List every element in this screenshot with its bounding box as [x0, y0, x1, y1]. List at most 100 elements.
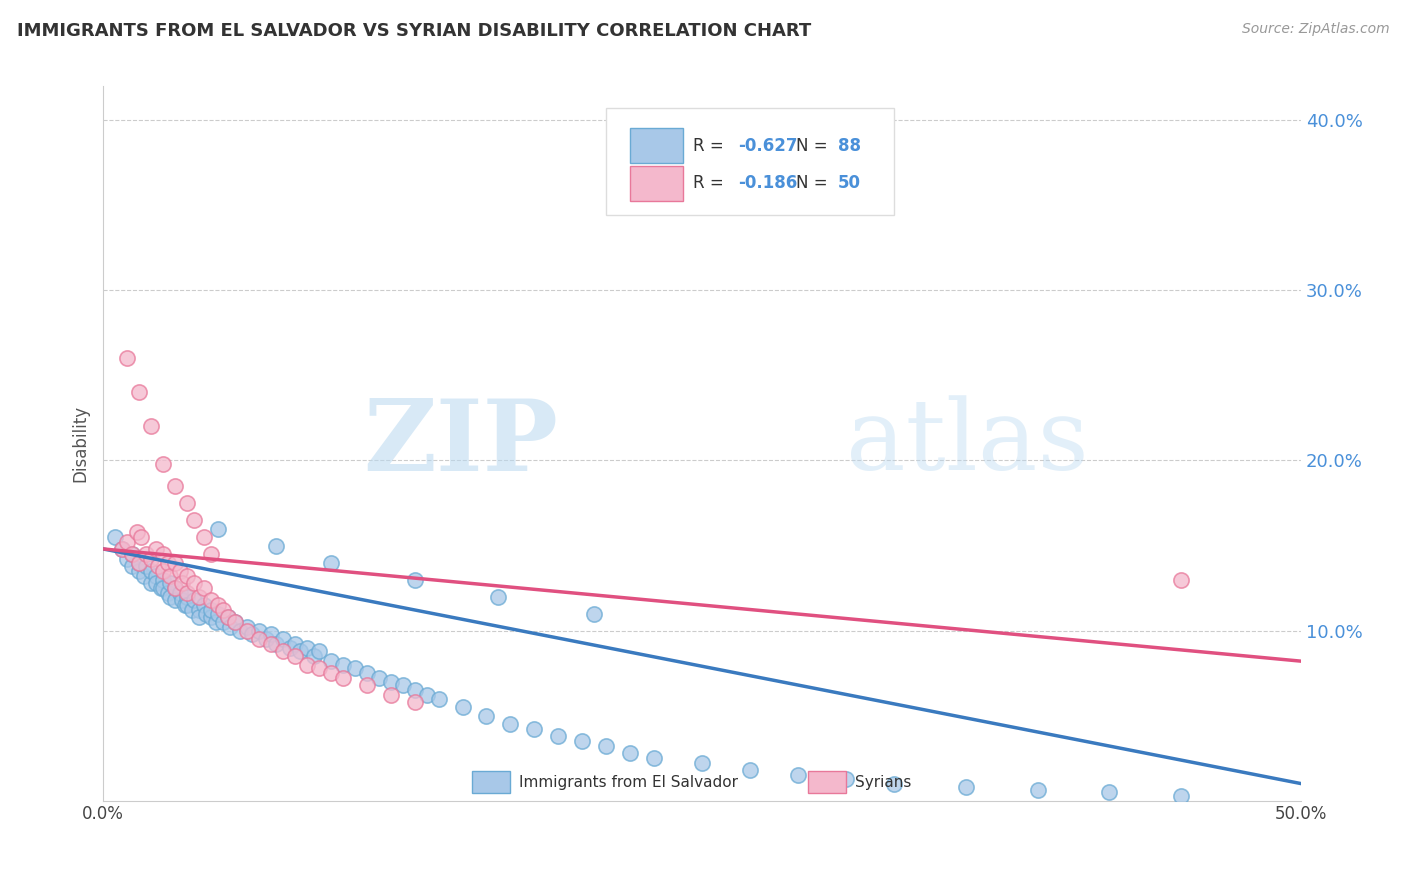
Point: [176, 586, 198, 600]
Point: [284, 649, 307, 664]
Point: [212, 615, 235, 629]
Point: [115, 535, 138, 549]
Point: [787, 768, 810, 782]
Point: [488, 590, 510, 604]
Y-axis label: Disability: Disability: [72, 405, 89, 482]
Point: [1098, 785, 1121, 799]
Point: [619, 746, 641, 760]
Point: [240, 627, 263, 641]
Text: Syrians: Syrians: [855, 774, 912, 789]
Point: [204, 615, 226, 629]
FancyBboxPatch shape: [630, 128, 683, 162]
Point: [595, 739, 617, 754]
Point: [135, 558, 157, 573]
Point: [212, 603, 235, 617]
Point: [288, 644, 311, 658]
Point: [319, 654, 342, 668]
Point: [523, 722, 546, 736]
Point: [193, 598, 215, 612]
Point: [128, 556, 150, 570]
Point: [163, 479, 186, 493]
Point: [139, 552, 162, 566]
Point: [367, 671, 389, 685]
Point: [284, 637, 307, 651]
Point: [217, 610, 239, 624]
Point: [173, 598, 195, 612]
Point: [356, 678, 378, 692]
Point: [690, 756, 713, 771]
Point: [121, 547, 143, 561]
Point: [264, 637, 287, 651]
Point: [139, 576, 162, 591]
FancyBboxPatch shape: [606, 108, 894, 215]
FancyBboxPatch shape: [472, 771, 510, 794]
Text: 88: 88: [838, 136, 860, 154]
Point: [200, 603, 222, 617]
Point: [183, 513, 205, 527]
Point: [308, 644, 330, 658]
Point: [176, 496, 198, 510]
Point: [547, 729, 569, 743]
Point: [188, 603, 211, 617]
Point: [236, 620, 259, 634]
Point: [149, 581, 172, 595]
Text: R =: R =: [693, 175, 728, 193]
Text: -0.627: -0.627: [738, 136, 797, 154]
Point: [163, 556, 186, 570]
Text: IMMIGRANTS FROM EL SALVADOR VS SYRIAN DISABILITY CORRELATION CHART: IMMIGRANTS FROM EL SALVADOR VS SYRIAN DI…: [17, 22, 811, 40]
Point: [159, 576, 181, 591]
Point: [1170, 789, 1192, 803]
Point: [302, 649, 325, 664]
Point: [125, 524, 148, 539]
Point: [343, 661, 366, 675]
Point: [254, 632, 277, 646]
Point: [193, 530, 215, 544]
Point: [224, 615, 246, 629]
Point: [319, 666, 342, 681]
Point: [145, 569, 167, 583]
Point: [224, 615, 246, 629]
Point: [260, 627, 283, 641]
FancyBboxPatch shape: [807, 771, 846, 794]
Point: [195, 607, 218, 621]
Point: [135, 547, 157, 561]
Point: [145, 541, 167, 556]
Point: [163, 593, 186, 607]
Point: [1026, 783, 1049, 797]
Point: [356, 666, 378, 681]
Point: [104, 530, 127, 544]
Point: [172, 593, 194, 607]
Point: [128, 556, 150, 570]
Point: [172, 576, 194, 591]
Text: 50: 50: [838, 175, 860, 193]
Text: -0.186: -0.186: [738, 175, 797, 193]
Point: [738, 763, 761, 777]
FancyBboxPatch shape: [630, 166, 683, 201]
Text: Immigrants from El Salvador: Immigrants from El Salvador: [519, 774, 738, 789]
Point: [271, 632, 294, 646]
Point: [295, 640, 318, 655]
Point: [228, 624, 250, 638]
Text: R =: R =: [693, 136, 728, 154]
Point: [139, 419, 162, 434]
Point: [883, 776, 905, 790]
Point: [247, 632, 270, 646]
Point: [176, 590, 198, 604]
Point: [183, 576, 205, 591]
Point: [193, 581, 215, 595]
Point: [295, 657, 318, 672]
Point: [128, 385, 150, 400]
Point: [180, 603, 202, 617]
Point: [163, 581, 186, 595]
Point: [247, 624, 270, 638]
Point: [217, 610, 239, 624]
Text: N =: N =: [796, 136, 832, 154]
Point: [115, 351, 138, 366]
Point: [475, 708, 498, 723]
Point: [159, 569, 181, 583]
Point: [169, 564, 191, 578]
Point: [121, 547, 143, 561]
Point: [145, 576, 167, 591]
Point: [188, 590, 211, 604]
Point: [176, 598, 198, 612]
